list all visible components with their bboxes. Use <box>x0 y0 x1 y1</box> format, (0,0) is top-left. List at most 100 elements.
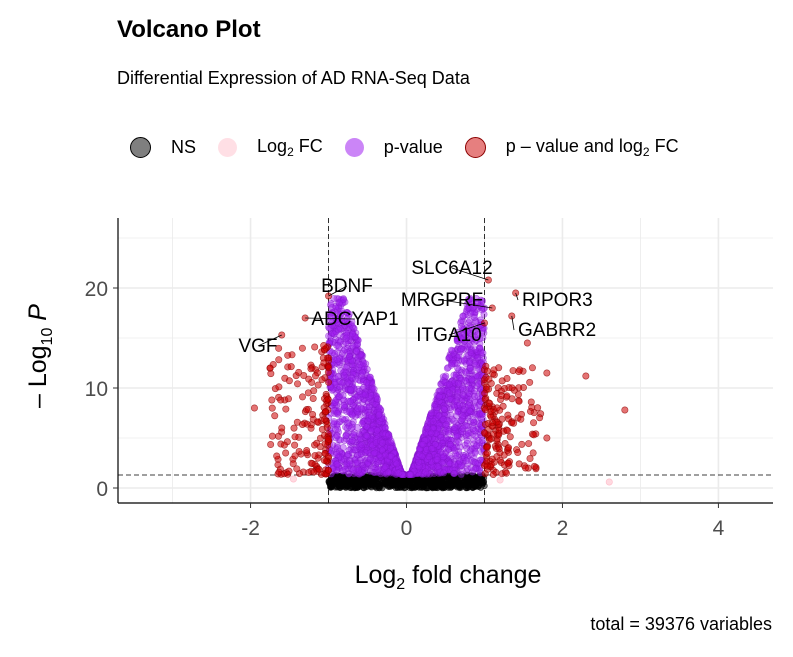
data-point <box>510 419 518 427</box>
data-point <box>349 466 357 474</box>
data-point <box>341 346 349 354</box>
data-point <box>442 372 450 380</box>
data-point <box>308 378 316 386</box>
legend-item-pvalue-and-log2fc: p – value and log2 FC <box>464 136 679 159</box>
data-point <box>340 296 348 304</box>
chart-title: Volcano Plot <box>117 16 261 43</box>
data-point <box>489 419 497 427</box>
legend-label-ns: NS <box>171 136 197 157</box>
data-point <box>430 476 438 483</box>
data-point <box>462 368 470 376</box>
data-point <box>344 378 352 386</box>
data-point <box>320 456 328 464</box>
data-point <box>496 476 504 484</box>
data-point <box>340 371 348 379</box>
data-point <box>268 432 276 440</box>
data-point <box>352 459 360 467</box>
data-point <box>499 402 507 410</box>
data-point <box>356 387 364 395</box>
data-point <box>320 359 328 367</box>
data-point <box>435 393 443 401</box>
data-point <box>485 375 493 383</box>
data-point <box>447 346 455 354</box>
data-point <box>381 451 389 459</box>
data-point <box>307 365 315 373</box>
chart-subtitle: Differential Expression of AD RNA-Seq Da… <box>117 68 470 88</box>
data-point <box>466 317 474 325</box>
data-point <box>475 380 483 388</box>
data-point <box>342 432 350 440</box>
data-point <box>250 404 258 412</box>
data-point <box>304 405 312 413</box>
data-point <box>419 441 427 449</box>
data-point <box>349 430 357 438</box>
data-point <box>345 312 353 320</box>
data-point <box>472 482 480 489</box>
caption: total = 39376 variables <box>590 614 772 634</box>
data-point <box>385 431 393 439</box>
data-point <box>365 403 373 411</box>
data-point <box>375 484 383 491</box>
data-point <box>440 405 448 413</box>
data-point <box>277 396 285 404</box>
data-point <box>293 465 301 473</box>
data-point <box>445 452 453 460</box>
data-point <box>425 453 433 461</box>
data-point <box>445 430 453 438</box>
data-point <box>313 418 321 426</box>
data-point <box>515 368 523 376</box>
data-point <box>378 439 386 447</box>
x-tick-label: 2 <box>557 517 569 540</box>
data-point <box>463 439 471 447</box>
data-point <box>433 456 441 464</box>
data-point <box>514 391 522 399</box>
y-tick-label: 0 <box>96 478 108 501</box>
data-point <box>357 404 365 412</box>
data-point <box>515 397 523 405</box>
data-point <box>395 469 403 477</box>
legend-label-pvalue: p-value <box>383 136 443 157</box>
data-point <box>460 356 468 364</box>
data-point <box>508 395 516 403</box>
data-point <box>354 482 361 490</box>
legend-swatch-ns <box>130 136 151 158</box>
data-point <box>345 352 353 360</box>
data-point <box>534 404 542 412</box>
data-point <box>473 441 481 449</box>
data-point <box>304 389 312 397</box>
data-point <box>381 424 389 432</box>
data-point <box>543 434 551 442</box>
data-point <box>280 441 288 449</box>
data-point <box>347 397 355 405</box>
x-tick-label: 4 <box>713 517 725 540</box>
gene-label: SLC6A12 <box>411 258 492 279</box>
data-point <box>323 424 331 432</box>
legend-item-pvalue: p-value <box>344 136 443 158</box>
data-point <box>311 452 319 460</box>
data-point <box>282 449 290 457</box>
gene-label: ITGA10 <box>416 325 481 346</box>
data-point <box>428 445 436 453</box>
data-point <box>407 470 415 478</box>
data-point <box>526 455 534 463</box>
data-point <box>383 478 390 485</box>
data-point <box>325 378 333 386</box>
data-point <box>367 426 375 434</box>
data-point <box>526 378 534 386</box>
data-point <box>346 407 354 415</box>
data-point <box>504 459 512 467</box>
data-point <box>495 445 503 453</box>
data-point <box>439 415 447 423</box>
data-point <box>486 399 494 407</box>
gene-label: GABRR2 <box>518 320 596 341</box>
data-point <box>434 484 441 492</box>
data-point <box>450 470 458 478</box>
data-point <box>348 436 356 444</box>
data-point <box>458 479 465 487</box>
data-point <box>451 461 459 469</box>
data-point <box>273 452 281 460</box>
data-point <box>429 418 437 426</box>
data-point <box>479 349 487 357</box>
data-point <box>457 470 465 478</box>
